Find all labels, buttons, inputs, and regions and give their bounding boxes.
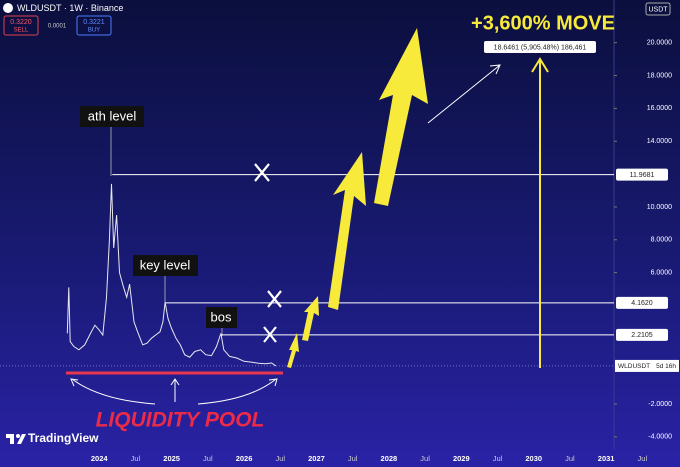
sell-label: SELL bbox=[14, 28, 29, 34]
annotation-box bbox=[80, 106, 144, 127]
move-label: +3,600% MOVE bbox=[471, 12, 615, 34]
x-tick-label: Jul bbox=[275, 454, 285, 463]
symbol-title: WLDUSDT · 1W · Binance bbox=[17, 3, 123, 13]
level-label: 2.2105 bbox=[631, 332, 653, 339]
brand: TradingView bbox=[28, 431, 99, 445]
x-tick-label: 2028 bbox=[381, 454, 398, 463]
x-tick-label: 2029 bbox=[453, 454, 470, 463]
x-tick-label: Jul bbox=[493, 454, 503, 463]
x-tick-label: 2030 bbox=[525, 454, 542, 463]
x-tick-label: 2027 bbox=[308, 454, 325, 463]
last-price-countdown: 5d 16h bbox=[656, 363, 676, 370]
annotation-key: key level bbox=[140, 257, 191, 272]
sell-price: 0.3220 bbox=[10, 19, 32, 26]
last-price-symbol: WLDUSDT bbox=[618, 363, 650, 370]
level-label-box bbox=[616, 168, 668, 181]
currency-button[interactable] bbox=[645, 2, 671, 16]
x-tick-label: Jul bbox=[420, 454, 430, 463]
x-tick-label: Jul bbox=[131, 454, 141, 463]
x-tick-label: 2024 bbox=[91, 454, 109, 463]
brand-logo bbox=[6, 434, 26, 444]
x-tick-label: Jul bbox=[348, 454, 358, 463]
annotation-box bbox=[206, 307, 237, 328]
level-label-box bbox=[616, 296, 668, 309]
price-line bbox=[66, 183, 277, 367]
x-tick-label: 2025 bbox=[163, 454, 180, 463]
y-tick-label: 14.0000 bbox=[647, 138, 672, 145]
y-tick-label: 16.0000 bbox=[647, 105, 672, 112]
target-pointer bbox=[427, 64, 501, 124]
x-tick-label: Jul bbox=[203, 454, 213, 463]
x-tick-label: Jul bbox=[638, 454, 648, 463]
y-tick-label: 6.0000 bbox=[651, 269, 673, 276]
symbol-logo bbox=[3, 3, 13, 13]
target-label: 18.6461 (5,905.48%) 186,461 bbox=[494, 44, 587, 51]
buy-label: BUY bbox=[88, 28, 100, 34]
annotation-box bbox=[133, 255, 198, 276]
y-tick-label: 10.0000 bbox=[647, 204, 672, 211]
y-tick-label: -4.0000 bbox=[648, 434, 672, 441]
x-tick-label: 2026 bbox=[236, 454, 253, 463]
target-box bbox=[484, 41, 596, 53]
annotation-ath: ath level bbox=[88, 108, 137, 123]
x-marks bbox=[254, 163, 282, 343]
x-tick-label: 2031 bbox=[598, 454, 615, 463]
last-price-box bbox=[615, 359, 679, 372]
level-label: 11.9681 bbox=[630, 172, 655, 179]
y-tick-label: 8.0000 bbox=[651, 237, 673, 244]
pool-arrows bbox=[70, 378, 278, 405]
spread: 0.0001 bbox=[48, 24, 67, 30]
y-tick-label: 20.0000 bbox=[647, 40, 672, 47]
y-tick-label: -2.0000 bbox=[648, 401, 672, 408]
currency: USDT bbox=[648, 6, 668, 13]
buy-button[interactable] bbox=[76, 15, 112, 36]
target-arrowhead bbox=[531, 57, 549, 73]
projection-arrows bbox=[287, 28, 428, 368]
buy-price: 0.3221 bbox=[83, 19, 105, 26]
level-label-box bbox=[616, 328, 668, 341]
level-label: 4.1620 bbox=[631, 300, 653, 307]
annotation-bos: bos bbox=[211, 309, 232, 324]
sell-button[interactable] bbox=[3, 15, 39, 36]
y-tick-label: 18.0000 bbox=[647, 72, 672, 79]
liquidity-pool-label: LIQUIDITY POOL bbox=[96, 409, 265, 432]
x-tick-label: Jul bbox=[565, 454, 575, 463]
